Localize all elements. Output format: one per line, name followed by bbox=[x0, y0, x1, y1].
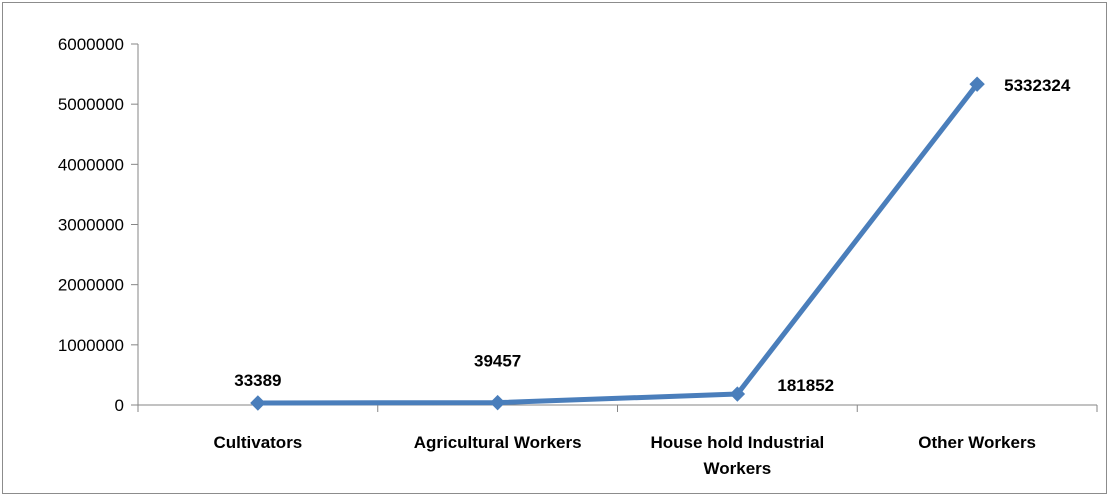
data-point-marker bbox=[729, 386, 746, 402]
y-tick-label: 5000000 bbox=[58, 95, 124, 114]
data-label: 39457 bbox=[474, 352, 521, 371]
y-tick-label: 6000000 bbox=[58, 35, 124, 54]
x-category-label: Agricultural Workers bbox=[414, 433, 582, 452]
data-label: 181852 bbox=[777, 376, 834, 395]
x-category-label: Cultivators bbox=[213, 433, 302, 452]
series-line bbox=[255, 81, 980, 406]
data-label: 33389 bbox=[234, 371, 281, 390]
y-tick-label: 0 bbox=[115, 396, 124, 415]
data-point-marker bbox=[250, 395, 266, 411]
y-tick-label: 4000000 bbox=[58, 155, 124, 174]
x-category-label: Other Workers bbox=[918, 433, 1036, 452]
y-tick-label: 1000000 bbox=[58, 336, 124, 355]
data-point-marker bbox=[969, 76, 985, 92]
y-tick-label: 3000000 bbox=[58, 216, 124, 235]
data-label: 5332324 bbox=[1004, 76, 1071, 95]
y-tick-label: 2000000 bbox=[58, 276, 124, 295]
data-point-marker bbox=[489, 394, 506, 411]
x-category-label: House hold Industrial Workers bbox=[650, 433, 824, 478]
